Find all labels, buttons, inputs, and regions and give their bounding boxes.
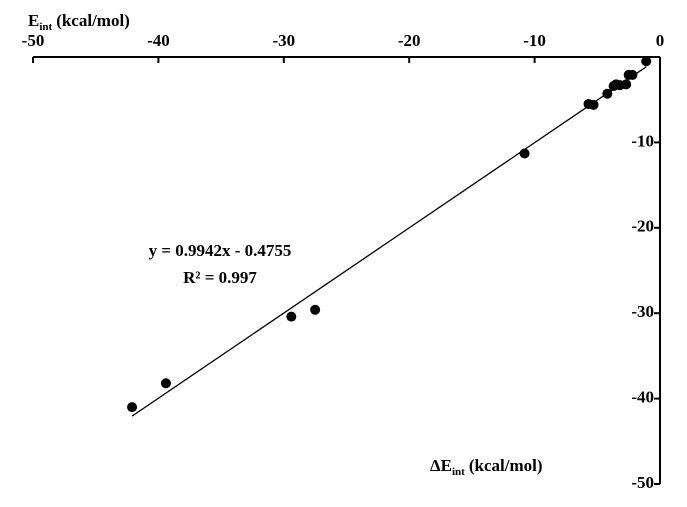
y-tick-label: -40 (631, 388, 654, 407)
x-tick-label: -30 (272, 31, 295, 50)
x-axis-title: ΔEint (kcal/mol) (430, 456, 543, 478)
r-squared: R² = 0.997 (183, 268, 257, 287)
x-title-unit: (kcal/mol) (469, 456, 543, 475)
point (588, 99, 599, 110)
x-tick-label: 0 (656, 31, 665, 50)
y-axis-title: Eint (kcal/mol) (28, 11, 130, 33)
y-tick-label: -10 (631, 131, 654, 150)
point (621, 79, 632, 90)
point (310, 304, 321, 315)
y-tick-label: -30 (631, 302, 654, 321)
x-title-sub: int (452, 466, 465, 478)
y-title-main: E (28, 11, 39, 30)
x-title-main: ΔE (430, 456, 452, 475)
point (127, 402, 138, 413)
trendline (131, 66, 647, 417)
point (627, 69, 638, 80)
x-tick-label: -10 (523, 31, 546, 50)
y-title-sub: int (39, 21, 52, 33)
x-tick-label: -20 (398, 31, 421, 50)
point (286, 311, 297, 322)
x-tick-label: -50 (22, 31, 45, 50)
y-title-unit: (kcal/mol) (56, 11, 130, 30)
y-tick-label: -20 (631, 217, 654, 236)
point (519, 148, 530, 159)
point (641, 56, 652, 67)
point (602, 88, 613, 99)
equation: y = 0.9942x - 0.4755 (149, 241, 292, 260)
point (160, 378, 171, 389)
y-tick-label: -50 (631, 473, 654, 492)
x-tick-label: -40 (147, 31, 170, 50)
